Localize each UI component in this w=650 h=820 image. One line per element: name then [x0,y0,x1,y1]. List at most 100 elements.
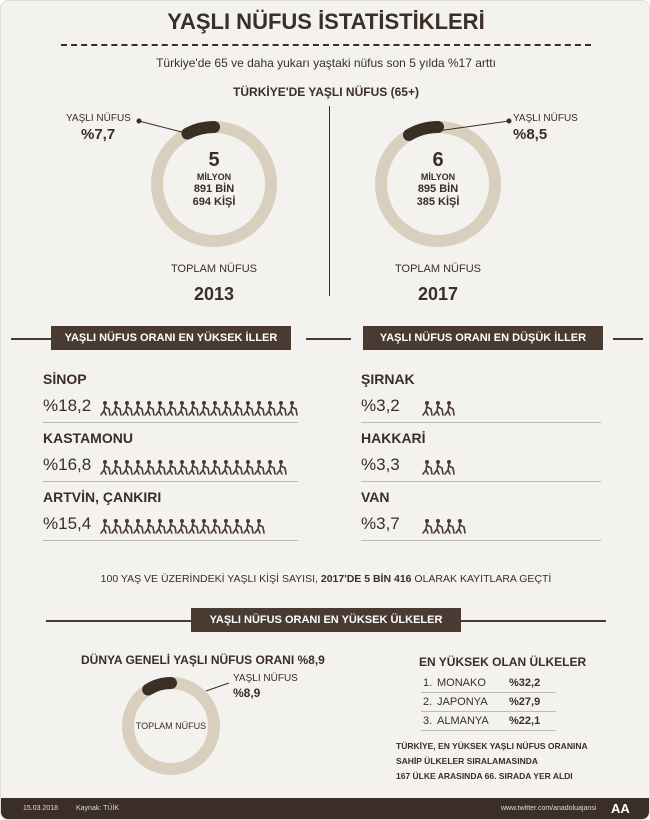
pointer [205,682,230,692]
icon-body [265,463,276,475]
icon-head [279,401,283,405]
country-share: %27,9 [509,696,541,708]
icon-head [136,519,140,523]
icon-body [433,522,444,534]
year: 2013 [193,284,235,304]
icon-head [136,460,140,464]
underline [43,422,298,423]
icon-body [111,463,122,475]
icon-head [191,460,195,464]
rule [11,338,51,340]
total-line: 385 KİŞİ [416,196,460,208]
province-name: VAN [361,489,390,505]
rank: 1. [423,677,433,689]
elderly-share: %8,9 [233,686,261,700]
title: YAŞLI NÜFUS İSTATİSTİKLERİ [167,9,485,34]
icon-body [210,404,221,416]
country: ALMANYA [437,715,489,727]
underline [421,692,556,693]
icon-body [254,463,265,475]
icon-body [100,463,111,475]
pictograph [422,401,455,416]
icon-head [191,519,195,523]
icon-head [224,460,228,464]
divider [329,106,330,296]
subtitle: Türkiye'de 65 ve daha yukarı yaştaki nüf… [156,56,496,70]
underline [43,481,298,482]
icon-head [202,401,206,405]
note-part: OLARAK KAYITLARA GEÇTİ [414,573,552,585]
icon-head [268,401,272,405]
donut-share [181,121,220,140]
icon-head [169,460,173,464]
rule [306,338,351,340]
icon-body [455,522,466,534]
province-share: %3,3 [361,455,400,474]
pointer-dot [136,118,142,124]
top-title: EN YÜKSEK OLAN ÜLKELER [419,655,587,669]
icon-body [111,404,122,416]
world-note: TÜRKİYE, EN YÜKSEK YAŞLI NÜFUS ORANINA S… [396,739,588,784]
icon-head [114,460,118,464]
icon-head [257,401,261,405]
icon-head [180,401,184,405]
total-label: TOPLAM NÜFUS [395,263,481,275]
pictograph [100,519,265,534]
country: MONAKO [437,677,486,689]
icon-body [122,522,133,534]
elderly-label: YAŞLI NÜFUS [513,113,578,124]
icon-body [166,463,177,475]
icon-head [425,401,429,405]
pointer [138,120,188,135]
elderly-label: YAŞLI NÜFUS [66,113,131,124]
rule [613,338,643,340]
icon-body [177,522,188,534]
icon-head [158,401,162,405]
icon-body [133,463,144,475]
total-label: TOPLAM NÜFUS [135,721,207,731]
icon-body [155,404,166,416]
icon-head [169,519,173,523]
icon-head [268,460,272,464]
icon-head [257,460,261,464]
underline [361,481,601,482]
icon-head [103,460,107,464]
icon-body [144,463,155,475]
province-name: SİNOP [43,371,87,387]
icon-head [158,460,162,464]
icon-head [147,460,151,464]
province-share: %3,2 [361,396,400,415]
icon-body [199,463,210,475]
icon-body [433,463,444,475]
icon-body [265,404,276,416]
icon-head [447,401,451,405]
icon-body [177,463,188,475]
icon-head [235,401,239,405]
country: JAPONYA [437,696,488,708]
total-line: 5 [208,149,220,171]
icon-body [100,522,111,534]
icon-body [287,404,298,416]
icon-body [433,404,444,416]
province-name: HAKKARİ [361,430,426,446]
icon-body [232,522,243,534]
source: Kaynak: TÜİK [76,805,120,812]
icon-head [103,401,107,405]
icon-body [221,463,232,475]
icon-body [111,522,122,534]
province-name: KASTAMONU [43,430,133,446]
underline [361,422,601,423]
icon-head [169,401,173,405]
rank: 2. [423,696,433,708]
icon-body [122,463,133,475]
icon-head [458,519,462,523]
icon-body [444,404,455,416]
icon-head [224,401,228,405]
icon-head [125,401,129,405]
icon-head [436,519,440,523]
donut-share [142,677,177,696]
icon-body [177,404,188,416]
icon-body [444,463,455,475]
pictograph [422,519,466,534]
icon-head [213,401,217,405]
